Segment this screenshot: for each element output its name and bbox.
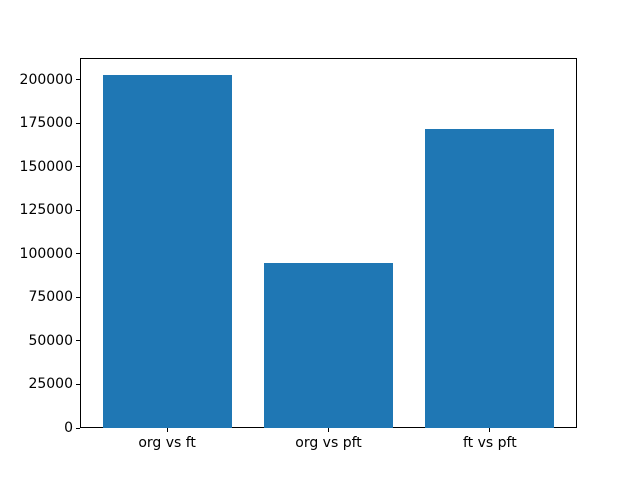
y-tick bbox=[76, 253, 80, 255]
bar-org-vs-ft bbox=[102, 74, 232, 428]
x-tick-label: org vs pft bbox=[295, 435, 362, 451]
y-tick-label: 150000 bbox=[19, 158, 73, 175]
y-tick bbox=[76, 296, 80, 298]
bars-layer bbox=[80, 58, 577, 428]
y-tick bbox=[76, 383, 80, 385]
y-tick bbox=[76, 79, 80, 81]
y-tick-label: 50000 bbox=[28, 332, 73, 349]
x-tick bbox=[489, 428, 491, 432]
bar-org-vs-pft bbox=[263, 263, 394, 428]
y-tick-label: 125000 bbox=[19, 202, 73, 219]
bar-ft-vs-pft bbox=[425, 128, 555, 428]
y-tick bbox=[76, 166, 80, 168]
y-tick-label: 100000 bbox=[19, 245, 73, 262]
x-tick bbox=[328, 428, 329, 432]
y-tick-label: 175000 bbox=[19, 115, 73, 132]
x-tick-label: org vs ft bbox=[138, 435, 196, 451]
y-tick bbox=[76, 122, 80, 124]
y-tick-label: 200000 bbox=[19, 71, 73, 88]
y-tick-label: 25000 bbox=[28, 376, 73, 393]
x-tick-label: ft vs pft bbox=[463, 435, 517, 451]
y-tick bbox=[76, 427, 80, 429]
y-tick-label: 0 bbox=[64, 420, 73, 436]
y-tick bbox=[76, 209, 80, 211]
x-tick bbox=[166, 428, 168, 432]
y-tick bbox=[76, 340, 80, 342]
y-tick-label: 75000 bbox=[28, 289, 73, 306]
